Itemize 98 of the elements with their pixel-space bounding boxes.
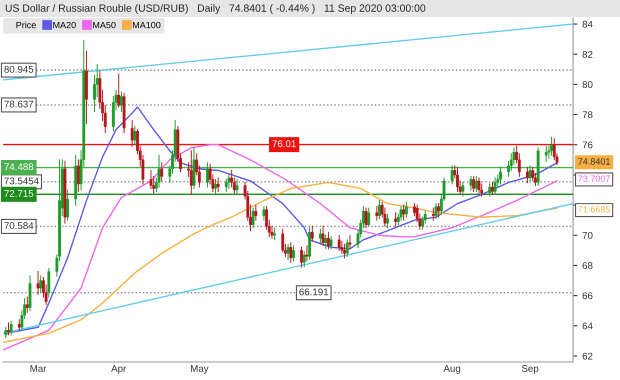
candlestick bbox=[10, 320, 13, 336]
candlestick bbox=[343, 244, 346, 258]
candlestick bbox=[214, 178, 217, 194]
candlestick bbox=[76, 159, 80, 192]
annotation: 74.8401 bbox=[578, 158, 610, 165]
candlestick bbox=[324, 234, 328, 250]
ref-line-label: 74.488 bbox=[4, 163, 34, 170]
candlestick bbox=[478, 177, 480, 194]
candlestick bbox=[18, 319, 21, 331]
candlestick bbox=[47, 268, 50, 298]
candlestick bbox=[400, 206, 402, 221]
candlestick bbox=[470, 176, 472, 190]
y-tick-label: 76 bbox=[582, 141, 593, 148]
candlestick bbox=[437, 203, 440, 218]
ref-line-label: 73.5454 bbox=[4, 177, 39, 184]
candlestick bbox=[404, 202, 408, 218]
annotation: 71.6685 bbox=[578, 206, 610, 213]
candlestick bbox=[386, 214, 389, 228]
candlestick bbox=[367, 208, 370, 227]
candlestick bbox=[26, 296, 29, 313]
ref-line-label: 76.01 bbox=[272, 140, 296, 148]
candlestick bbox=[117, 73, 120, 108]
y-tick-label: 68 bbox=[582, 262, 593, 270]
candlestick bbox=[338, 234, 341, 251]
candlestick bbox=[306, 245, 308, 262]
ref-line-label: 66.191 bbox=[299, 288, 328, 296]
chart-title: US Dollar / Russian Rouble (USD/RUB) Daily 74.8401 ( -0.44% ) 11 Sep 2020 03:00:00 bbox=[6, 4, 426, 14]
candlestick bbox=[375, 206, 378, 221]
line-series bbox=[5, 106, 558, 334]
candlestick bbox=[120, 91, 123, 112]
x-tick-label: Mar bbox=[30, 365, 46, 372]
candlestick bbox=[526, 166, 529, 183]
x-tick-label: Sep bbox=[522, 365, 538, 374]
candlestick bbox=[300, 246, 303, 268]
legend-label: MA100 bbox=[132, 22, 160, 28]
ref-line-label: 70.584 bbox=[4, 222, 34, 230]
ref-line-label: 80.945 bbox=[4, 66, 34, 73]
candlestick bbox=[216, 177, 220, 192]
y-tick-label: 84 bbox=[582, 20, 593, 28]
candlestick bbox=[36, 270, 40, 295]
candlestick bbox=[491, 182, 494, 196]
ref-line-label: 72.715 bbox=[4, 190, 34, 197]
candlestick bbox=[273, 227, 276, 240]
candlestick bbox=[461, 182, 464, 197]
candlestick bbox=[318, 228, 322, 245]
candlestick bbox=[228, 174, 230, 189]
candlestick bbox=[330, 236, 333, 250]
candlestick bbox=[364, 208, 368, 228]
candlestick bbox=[474, 176, 478, 192]
candlestick bbox=[289, 242, 292, 263]
candlestick bbox=[434, 203, 438, 220]
candlestick bbox=[286, 244, 290, 260]
candlestick bbox=[544, 146, 548, 162]
candlestick bbox=[292, 245, 295, 262]
candlestick bbox=[528, 165, 532, 182]
legend-label: MA20 bbox=[53, 22, 76, 28]
candlestick bbox=[190, 150, 193, 196]
candlestick bbox=[254, 204, 258, 221]
candlestick bbox=[39, 276, 42, 294]
candlestick bbox=[206, 162, 209, 188]
candlestick bbox=[66, 190, 70, 221]
candlestick bbox=[310, 226, 314, 242]
candlestick bbox=[160, 162, 164, 182]
y-tick-label: 70 bbox=[582, 232, 593, 239]
y-tick-label: 66 bbox=[582, 292, 593, 300]
candlestick bbox=[494, 177, 497, 196]
candlestick bbox=[7, 322, 10, 336]
y-tick-label: 64 bbox=[582, 322, 593, 330]
y-tick-label: 80 bbox=[582, 81, 593, 88]
candlestick bbox=[378, 200, 381, 220]
y-tick-label: 78 bbox=[582, 111, 593, 118]
candlestick bbox=[432, 208, 435, 221]
candlestick bbox=[402, 204, 406, 221]
x-tick-label: May bbox=[190, 365, 209, 374]
y-tick-label: 82 bbox=[582, 50, 592, 58]
candlestick bbox=[346, 239, 349, 257]
candlestick bbox=[394, 212, 398, 227]
ref-line-label: 78.637 bbox=[4, 100, 34, 108]
candlestick bbox=[488, 183, 492, 197]
candlestick bbox=[327, 232, 330, 250]
candlestick bbox=[224, 178, 228, 192]
candlestick bbox=[450, 165, 454, 184]
candlestick bbox=[472, 176, 476, 192]
candlestick bbox=[302, 251, 306, 268]
x-tick-label: Apr bbox=[111, 365, 126, 374]
x-tick-label: Aug bbox=[443, 365, 460, 374]
candlestick bbox=[348, 234, 352, 250]
annotation: 73.7007 bbox=[578, 175, 610, 182]
candlestick bbox=[456, 166, 459, 192]
y-tick-label: 62 bbox=[582, 352, 592, 360]
candlestick bbox=[4, 326, 8, 338]
candlestick bbox=[499, 166, 502, 184]
candlestick bbox=[252, 208, 255, 228]
legend-title: Price bbox=[16, 22, 36, 28]
candlestick bbox=[322, 226, 324, 246]
legend-label: MA50 bbox=[93, 22, 116, 28]
candlestick bbox=[130, 120, 134, 147]
candlestick bbox=[236, 178, 238, 196]
